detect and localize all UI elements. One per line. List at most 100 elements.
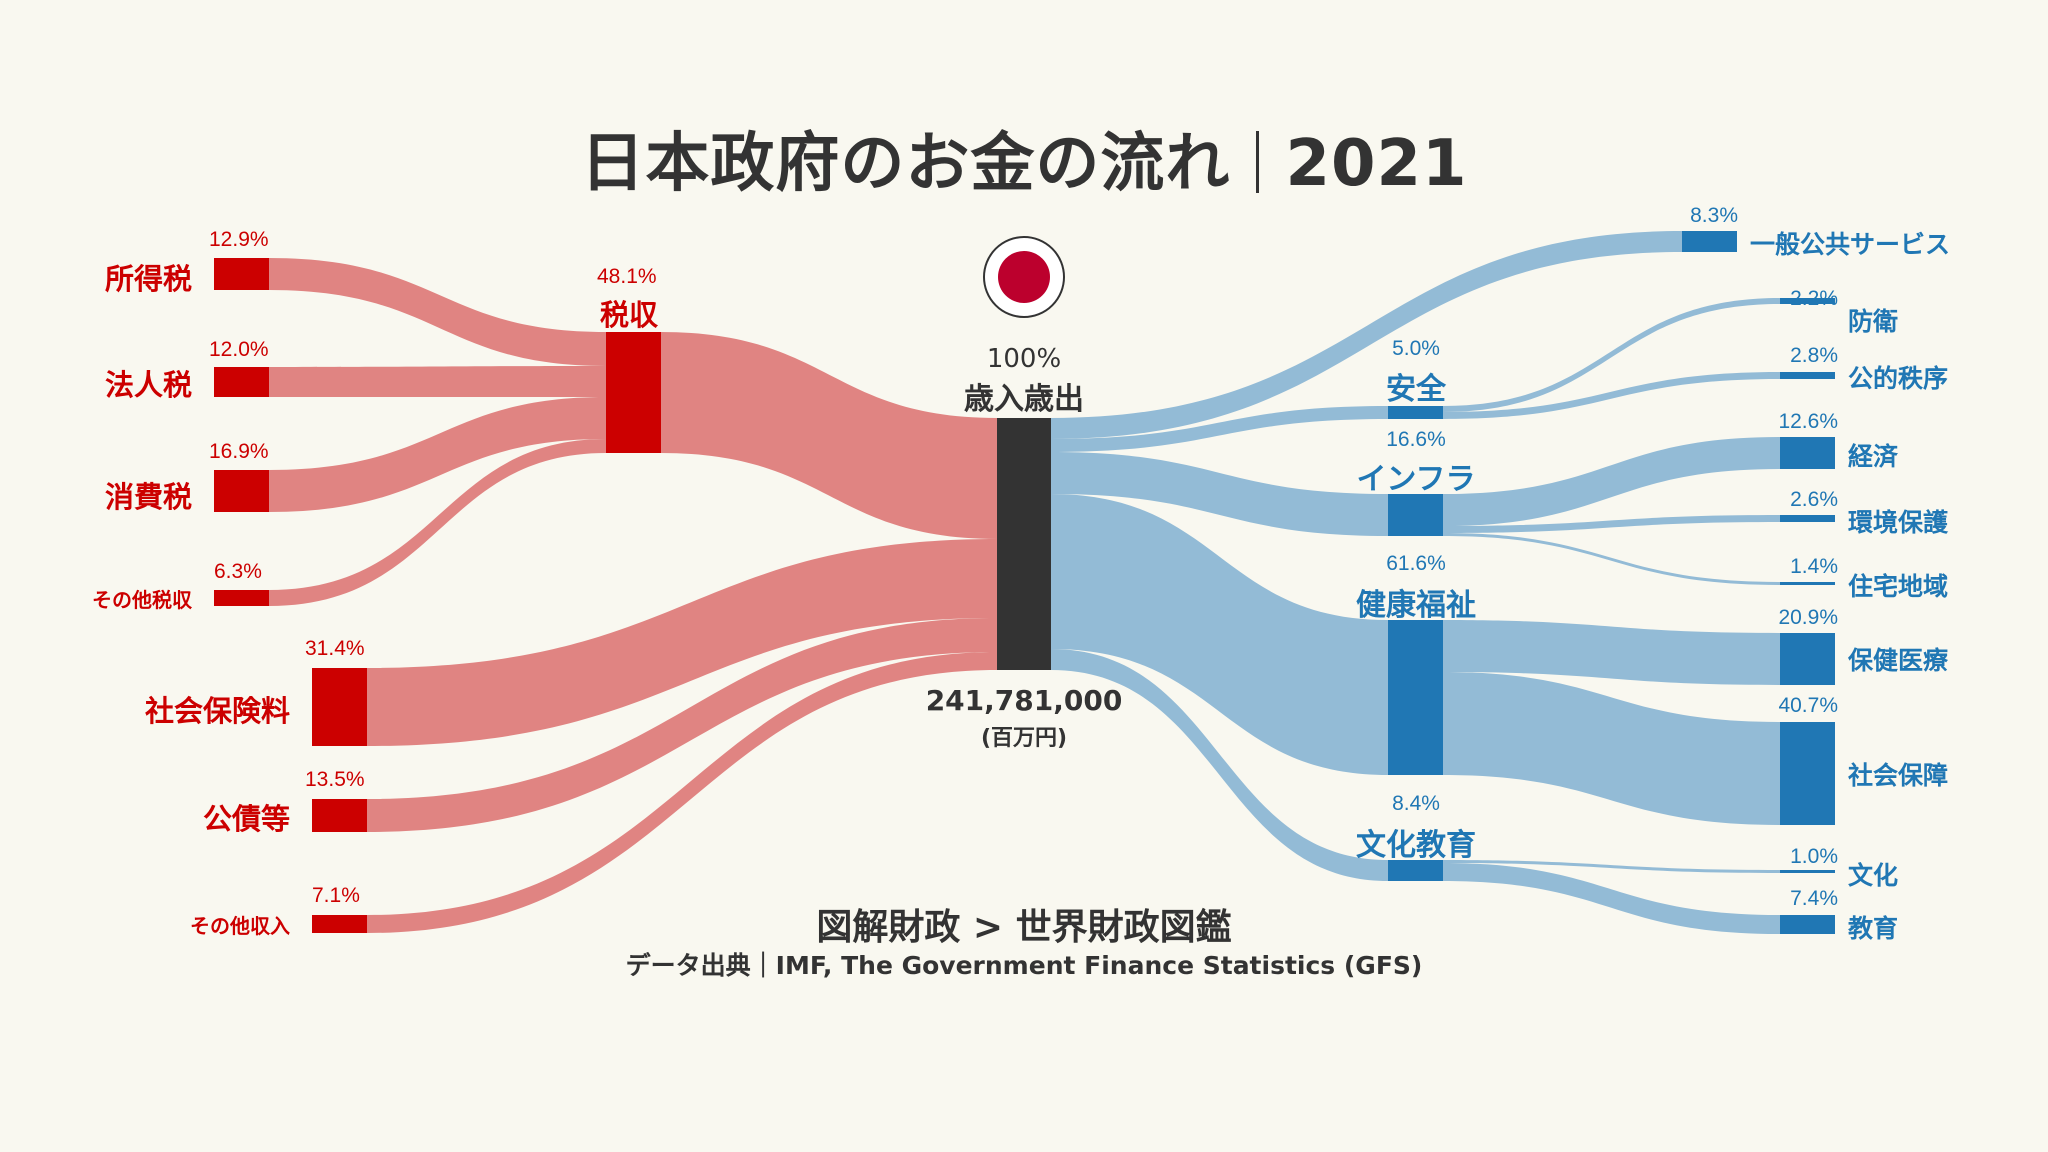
flow-income-tax (269, 258, 606, 366)
culture-education-label: 文化教育 (1356, 828, 1476, 863)
other-revenue-percent: 7.1% (312, 884, 360, 907)
node-bonds (312, 799, 367, 832)
chart-title-main: 日本政府のお金の流れ (580, 127, 1231, 201)
revenue-nodes (214, 258, 661, 933)
housing-label: 住宅地域 (1848, 572, 1949, 601)
flag-sun (998, 251, 1050, 303)
corporate-tax-percent: 12.0% (209, 338, 269, 361)
node-corporate-tax (214, 367, 269, 397)
culture-label: 文化 (1848, 861, 1899, 890)
healthcare-percent: 20.9% (1778, 606, 1838, 629)
public-order-percent: 2.8% (1790, 344, 1838, 367)
corporate-tax-label: 法人税 (104, 368, 192, 402)
flow-public-order (1443, 372, 1780, 419)
other-tax-label: その他税収 (92, 588, 192, 612)
social-security-percent: 40.7% (1778, 694, 1838, 717)
consumption-tax-label: 消費税 (104, 480, 192, 514)
bonds-label: 公債等 (202, 802, 290, 836)
flow-other-tax (269, 439, 606, 606)
node-health-welfare (1388, 620, 1443, 775)
expense-nodes (1388, 231, 1835, 934)
infrastructure-label: インフラ (1356, 462, 1476, 497)
node-tax-revenue (606, 332, 661, 453)
flow-culture-education (1051, 649, 1388, 881)
node-healthcare (1780, 633, 1835, 685)
culture-percent: 1.0% (1790, 845, 1838, 868)
flow-healthcare (1443, 620, 1780, 685)
housing-percent: 1.4% (1790, 555, 1838, 578)
social-insurance-label: 社会保険料 (144, 694, 290, 728)
health-welfare-percent: 61.6% (1386, 552, 1446, 575)
flow-bonds (367, 618, 997, 832)
flow-economy (1443, 437, 1780, 526)
tax-revenue-label: 税収 (600, 298, 659, 332)
safety-percent: 5.0% (1392, 337, 1440, 360)
center-label: 歳入歳出 (964, 382, 1084, 417)
flow-infrastructure (1051, 452, 1388, 536)
node-economy (1780, 437, 1835, 469)
education-label: 教育 (1848, 914, 1899, 943)
node-defense (1780, 298, 1835, 304)
node-housing (1780, 582, 1835, 585)
node-public-order (1780, 372, 1835, 379)
general-public-percent: 8.3% (1690, 204, 1738, 227)
tax-revenue-percent: 48.1% (597, 265, 657, 288)
flow-health-welfare (1051, 494, 1388, 775)
node-income-tax (214, 258, 269, 290)
flow-safety (1051, 406, 1388, 452)
expense-flows (1051, 231, 1780, 934)
environment-percent: 2.6% (1790, 488, 1838, 511)
social-insurance-percent: 31.4% (305, 637, 365, 660)
flow-corporate-tax (269, 366, 606, 397)
node-culture (1780, 870, 1835, 873)
other-tax-percent: 6.3% (214, 560, 262, 583)
node-total (997, 418, 1051, 670)
flow-defense (1443, 298, 1780, 412)
consumption-tax-percent: 16.9% (209, 440, 269, 463)
node-safety (1388, 406, 1443, 419)
healthcare-label: 保健医療 (1848, 646, 1949, 675)
flow-social-insurance (367, 539, 997, 746)
income-tax-label: 所得税 (104, 262, 192, 296)
japan-flag-icon (983, 236, 1065, 318)
chart-title: 日本政府のお金の流れ 2021 (0, 112, 2048, 204)
revenue-flows (269, 258, 997, 933)
culture-education-percent: 8.4% (1392, 792, 1440, 815)
social-security-label: 社会保障 (1848, 761, 1949, 790)
flow-general-public (1051, 231, 1682, 439)
flow-education (1443, 863, 1780, 934)
node-social-security (1780, 722, 1835, 825)
title-separator (1256, 131, 1260, 193)
public-order-label: 公的秩序 (1848, 364, 1949, 393)
health-welfare-label: 健康福祉 (1356, 588, 1476, 623)
node-other-revenue (312, 915, 367, 933)
general-public-label: 一般公共サービス (1750, 230, 1951, 259)
node-culture-education (1388, 860, 1443, 881)
chart-title-year: 2021 (1285, 127, 1468, 201)
node-infrastructure (1388, 494, 1443, 536)
center-unit: (百万円) (980, 726, 1068, 751)
defense-percent: 2.2% (1790, 287, 1838, 310)
other-revenue-label: その他収入 (190, 914, 290, 938)
node-environment (1780, 515, 1835, 522)
flow-social-security (1443, 672, 1780, 825)
economy-label: 経済 (1848, 442, 1899, 471)
node-consumption-tax (214, 470, 269, 512)
safety-label: 安全 (1386, 372, 1446, 407)
environment-label: 環境保護 (1848, 508, 1949, 537)
footer-source: データ出典｜IMF, The Government Finance Statis… (625, 951, 1423, 980)
bonds-percent: 13.5% (305, 768, 365, 791)
defense-label: 防衛 (1848, 307, 1899, 336)
node-education (1780, 915, 1835, 934)
flow-culture (1443, 860, 1780, 873)
flow-housing (1443, 533, 1780, 585)
flow-tax-total (661, 332, 997, 539)
education-percent: 7.4% (1790, 887, 1838, 910)
flow-other-revenue (367, 652, 997, 933)
infrastructure-percent: 16.6% (1386, 428, 1446, 451)
center-total: 241,781,000 (925, 684, 1123, 717)
income-tax-percent: 12.9% (209, 228, 269, 251)
node-social-insurance (312, 668, 367, 746)
economy-percent: 12.6% (1778, 410, 1838, 433)
